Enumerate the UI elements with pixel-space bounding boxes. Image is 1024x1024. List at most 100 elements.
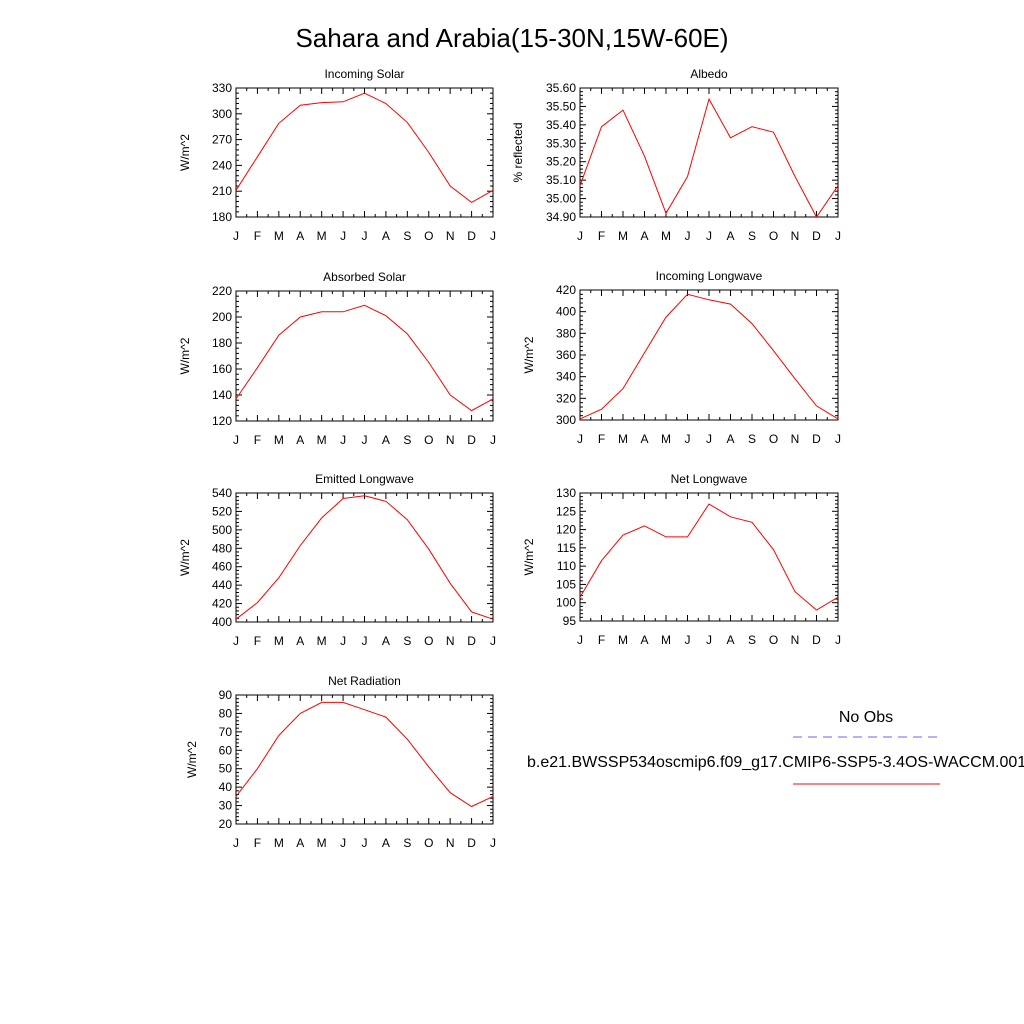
x-tick-label: F xyxy=(254,634,261,648)
x-tick-label: A xyxy=(640,229,648,243)
panel-title-incoming-solar: Incoming Solar xyxy=(324,67,404,81)
x-tick-label: M xyxy=(274,433,284,447)
panels: J F M A M J J A S O N D J180210240270300330Incoming … xyxy=(178,67,841,850)
x-tick-label: M xyxy=(317,433,327,447)
y-axis-label-incoming-solar: W/m^2 xyxy=(178,134,192,171)
series-line-incoming-solar xyxy=(235,92,494,203)
x-tick-label: J xyxy=(835,229,841,243)
x-tick-label: N xyxy=(446,433,455,447)
x-tick-label: J xyxy=(362,634,368,648)
series-line-emitted-longwave xyxy=(235,495,494,620)
x-tick-label: F xyxy=(254,229,261,243)
y-tick-label: 460 xyxy=(212,560,232,574)
x-tick-label: J xyxy=(233,634,239,648)
x-tick-label: A xyxy=(296,836,304,850)
y-tick-label: 540 xyxy=(212,486,232,500)
panel-incoming-longwave: J F M A M J J A S O N D J300320340360380400420Incomi… xyxy=(522,269,841,446)
x-tick-label: F xyxy=(598,229,605,243)
x-tick-label: N xyxy=(791,633,800,647)
panel-absorbed-solar: J F M A M J J A S O N D J120140160180200220Absorbed … xyxy=(178,270,496,447)
x-tick-label: M xyxy=(661,229,671,243)
x-tick-label: M xyxy=(317,229,327,243)
y-tick-label: 35.00 xyxy=(546,192,576,206)
x-tick-label: S xyxy=(403,634,411,648)
y-tick-label: 520 xyxy=(212,504,232,518)
y-tick-label: 95 xyxy=(563,614,577,628)
x-tick-label: A xyxy=(296,229,304,243)
x-tick-label: J xyxy=(706,432,712,446)
y-axis-label-emitted-longwave: W/m^2 xyxy=(178,539,192,576)
x-tick-label: J xyxy=(340,433,346,447)
y-tick-label: 340 xyxy=(556,370,576,384)
x-tick-label: D xyxy=(467,634,476,648)
x-tick-label: J xyxy=(233,836,239,850)
plot-frame-albedo xyxy=(579,87,839,218)
y-tick-label: 130 xyxy=(556,486,576,500)
x-tick-label: J xyxy=(685,229,691,243)
x-tick-label: A xyxy=(726,432,734,446)
x-tick-label: A xyxy=(382,634,390,648)
x-tick-label: D xyxy=(812,633,821,647)
x-tick-label: J xyxy=(577,229,583,243)
x-tick-label: A xyxy=(640,633,648,647)
x-tick-label: M xyxy=(274,836,284,850)
plot-frame-emitted-longwave xyxy=(235,492,494,623)
x-tick-label: O xyxy=(769,633,778,647)
x-tick-label: N xyxy=(791,229,800,243)
y-tick-label: 500 xyxy=(212,523,232,537)
x-tick-label: J xyxy=(490,836,496,850)
y-tick-label: 30 xyxy=(219,799,233,813)
x-tick-label: J xyxy=(490,433,496,447)
x-tick-label: J xyxy=(835,432,841,446)
x-tick-label: J xyxy=(362,433,368,447)
series-line-incoming-longwave xyxy=(579,293,839,420)
x-tick-label: M xyxy=(317,836,327,850)
x-tick-label: M xyxy=(317,634,327,648)
y-tick-label: 220 xyxy=(212,284,232,298)
x-tick-label: J xyxy=(233,433,239,447)
y-tick-label: 420 xyxy=(212,597,232,611)
x-tick-label: F xyxy=(598,633,605,647)
y-tick-label: 35.30 xyxy=(546,136,576,150)
x-tick-label: J xyxy=(706,229,712,243)
y-tick-label: 160 xyxy=(212,362,232,376)
panel-title-albedo: Albedo xyxy=(690,67,728,81)
x-tick-label: A xyxy=(296,634,304,648)
x-tick-label: M xyxy=(618,229,628,243)
y-tick-label: 20 xyxy=(219,817,233,831)
x-tick-label: O xyxy=(424,634,433,648)
legend-label-obs: No Obs xyxy=(839,709,893,726)
x-tick-label: M xyxy=(274,634,284,648)
y-tick-label: 40 xyxy=(219,780,233,794)
y-tick-label: 110 xyxy=(557,559,576,573)
x-tick-label: J xyxy=(577,633,583,647)
legend-label-model: b.e21.BWSSP534oscmip6.f09_g17.CMIP6-SSP5… xyxy=(527,754,1024,771)
y-tick-label: 35.40 xyxy=(546,118,576,132)
x-tick-label: A xyxy=(726,633,734,647)
series-line-absorbed-solar xyxy=(235,304,494,412)
plot-frame-absorbed-solar xyxy=(235,290,494,422)
panel-title-net-longwave: Net Longwave xyxy=(671,472,748,486)
x-tick-label: A xyxy=(382,836,390,850)
x-tick-label: A xyxy=(640,432,648,446)
x-tick-label: J xyxy=(340,634,346,648)
x-tick-label: J xyxy=(577,432,583,446)
x-tick-label: M xyxy=(274,229,284,243)
y-tick-label: 400 xyxy=(556,305,576,319)
panel-title-incoming-longwave: Incoming Longwave xyxy=(656,269,763,283)
y-tick-label: 120 xyxy=(556,523,576,537)
y-tick-label: 210 xyxy=(212,184,232,198)
x-tick-label: N xyxy=(446,634,455,648)
y-tick-label: 100 xyxy=(556,596,576,610)
y-tick-label: 35.60 xyxy=(546,81,576,95)
y-tick-label: 140 xyxy=(212,388,232,402)
x-tick-label: D xyxy=(812,432,821,446)
x-tick-label: A xyxy=(382,433,390,447)
x-tick-label: D xyxy=(467,836,476,850)
y-tick-label: 34.90 xyxy=(546,210,576,224)
series-line-albedo xyxy=(579,97,839,218)
y-tick-label: 125 xyxy=(556,504,576,518)
y-tick-label: 35.10 xyxy=(546,173,576,187)
y-tick-label: 360 xyxy=(556,348,576,362)
